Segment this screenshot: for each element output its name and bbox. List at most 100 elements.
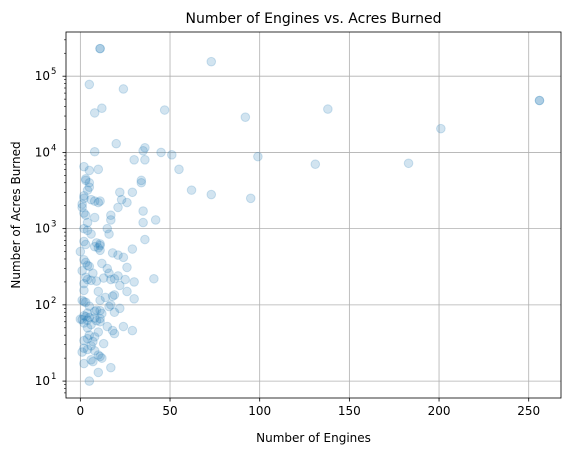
grid-lines [66, 32, 561, 398]
scatter-point [534, 95, 545, 106]
scatter-point [206, 56, 217, 67]
scatter-point [95, 239, 105, 249]
scatter-point [77, 295, 87, 306]
scatter-point [79, 278, 89, 289]
y-tick-exponent: 2 [51, 296, 56, 306]
scatter-point [77, 265, 87, 276]
scatter-point [89, 313, 100, 323]
scatter-point [77, 347, 87, 357]
scatter-point [106, 300, 116, 310]
scatter-point [93, 367, 104, 378]
scatter-point [113, 271, 123, 281]
y-tick-exponent: 5 [51, 67, 56, 77]
scatter-point [95, 240, 105, 251]
scatter-point [534, 95, 545, 106]
x-tick-label: 50 [162, 404, 177, 418]
scatter-point [79, 236, 89, 247]
scatter-point [91, 305, 102, 316]
scatter-point [79, 296, 89, 307]
scatter-point [115, 187, 125, 198]
scatter-point [80, 239, 91, 250]
scatter-point [113, 202, 123, 213]
scatter-point [82, 274, 93, 285]
scatter-point [109, 273, 120, 284]
scatter-point [79, 161, 89, 172]
scatter-point [127, 187, 138, 198]
scatter-point [106, 274, 116, 285]
scatter-point [118, 321, 129, 332]
scatter-point [140, 234, 150, 245]
scatter-point [79, 310, 89, 321]
scatter-point [84, 301, 95, 312]
y-tick-exponent: 3 [51, 220, 56, 230]
scatter-point [95, 313, 105, 324]
scatter-point [95, 245, 105, 256]
x-axis-title: Number of Engines [256, 431, 371, 445]
scatter-point [84, 330, 95, 340]
scatter-point [86, 194, 96, 205]
scatter-point [102, 321, 113, 332]
scatter-point [323, 104, 333, 114]
scatter-point [84, 376, 95, 386]
scatter-point [129, 155, 139, 165]
scatter-point [107, 325, 118, 336]
scatter-point [97, 353, 107, 363]
y-tick-label: 10 [35, 69, 50, 83]
scatter-point [138, 146, 148, 156]
scatter-point [115, 303, 125, 314]
scatter-point [127, 325, 138, 336]
scatter-point [77, 202, 87, 213]
scatter-point [95, 351, 105, 362]
scatter-point [89, 345, 100, 356]
scatter-point [156, 147, 166, 158]
scatter-point [118, 84, 129, 94]
scatter-point [104, 229, 114, 239]
scatter-point [109, 328, 120, 339]
scatter-point [95, 305, 105, 316]
scatter-point [310, 159, 321, 170]
scatter-point [150, 215, 161, 225]
scatter-point [95, 295, 105, 306]
scatter-point [79, 335, 89, 346]
scatter-point [113, 250, 123, 260]
scatter-point [93, 243, 104, 253]
scatter-point [82, 225, 93, 236]
scatter-point [84, 312, 95, 323]
scatter-points [75, 43, 545, 386]
chart-title: Number of Engines vs. Acres Burned [185, 11, 441, 27]
scatter-point [79, 223, 89, 234]
scatter-point [79, 255, 89, 265]
scatter-point [82, 185, 93, 195]
scatter-point [93, 197, 104, 208]
scatter-point [109, 307, 120, 318]
scatter-point [89, 241, 100, 252]
y-tick-label: 10 [35, 298, 50, 312]
scatter-point [79, 208, 89, 218]
scatter-point [79, 190, 89, 201]
scatter-point [84, 261, 95, 272]
scatter-point [82, 217, 93, 228]
scatter-point [102, 223, 113, 234]
scatter-point [122, 197, 132, 208]
scatter-point [93, 327, 104, 337]
scatter-point [79, 318, 89, 328]
y-tick-exponent: 4 [51, 143, 56, 153]
scatter-point [86, 355, 96, 365]
scatter-point [80, 175, 91, 186]
scatter-point [93, 350, 104, 360]
x-tick-label: 250 [517, 404, 540, 418]
scatter-point [82, 344, 93, 355]
x-tick-label: 150 [338, 404, 361, 418]
scatter-point [82, 260, 93, 271]
scatter-point [89, 306, 100, 317]
scatter-point [104, 301, 114, 312]
scatter-point [109, 290, 120, 300]
scatter-point [91, 238, 102, 248]
scatter-point [140, 142, 150, 153]
scatter-point [86, 229, 96, 239]
x-axis-ticks: 0 50 100 150 200 250 [77, 398, 540, 418]
scatter-point [403, 158, 414, 169]
scatter-point [89, 108, 100, 118]
